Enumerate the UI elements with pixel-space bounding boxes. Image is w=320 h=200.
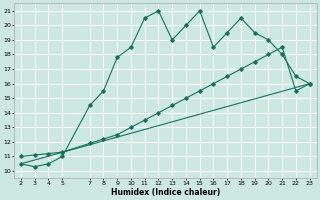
- X-axis label: Humidex (Indice chaleur): Humidex (Indice chaleur): [111, 188, 220, 197]
